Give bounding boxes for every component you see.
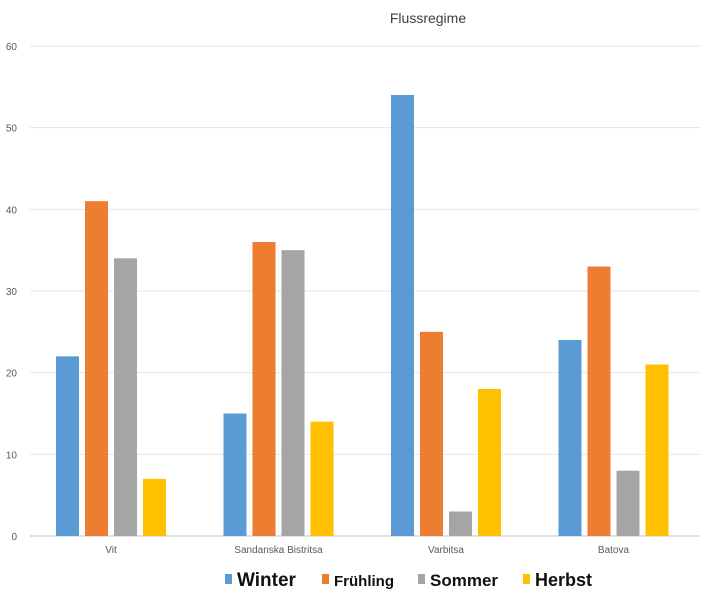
- y-tick-label: 30: [6, 287, 18, 298]
- y-tick-label: 10: [6, 450, 18, 461]
- legend-label: Herbst: [535, 570, 592, 590]
- bars: [56, 95, 669, 536]
- x-category-label: Varbitsa: [428, 545, 464, 556]
- chart-title: Flussregime: [390, 10, 466, 26]
- gridlines: [30, 45, 700, 537]
- x-category-label: Sandanska Bistritsa: [234, 545, 323, 556]
- bar-winter-varbitsa: [391, 95, 414, 536]
- x-category-label: Vit: [105, 545, 117, 556]
- bar-sommer-sandanska-bistritsa: [281, 250, 305, 536]
- y-tick-label: 0: [11, 532, 17, 543]
- legend-label: Frühling: [334, 573, 394, 590]
- x-category-label: Batova: [598, 545, 630, 556]
- bar-sommer-vit: [114, 258, 137, 536]
- bar-sommer-batova: [616, 470, 640, 536]
- legend-label: Winter: [237, 570, 297, 591]
- y-tick-label: 40: [6, 205, 18, 216]
- bar-winter-vit: [56, 356, 79, 536]
- y-tick-label: 60: [6, 42, 18, 53]
- legend-swatch: [225, 574, 232, 584]
- y-tick-label: 50: [6, 124, 18, 135]
- legend-swatch: [418, 574, 425, 584]
- bar-winter-sandanska-bistritsa: [223, 413, 247, 536]
- bar-fr-hling-batova: [587, 266, 611, 536]
- bar-sommer-varbitsa: [449, 511, 472, 536]
- legend-swatch: [523, 574, 530, 584]
- legend-swatch: [322, 574, 329, 584]
- bar-fr-hling-sandanska-bistritsa: [252, 242, 276, 536]
- y-axis-ticks: 0 10 20 30 40 50 60: [6, 42, 18, 543]
- y-tick-label: 20: [6, 369, 18, 380]
- bar-fr-hling-vit: [85, 201, 108, 536]
- legend: Winter Frühling Sommer Herbst: [225, 570, 592, 591]
- bar-winter-batova: [558, 340, 582, 536]
- bar-herbst-varbitsa: [478, 389, 501, 536]
- bar-fr-hling-varbitsa: [420, 331, 443, 536]
- x-axis-categories: Vit Sandanska Bistritsa Varbitsa Batova: [105, 545, 629, 556]
- bar-herbst-sandanska-bistritsa: [310, 421, 334, 536]
- bar-herbst-vit: [143, 478, 166, 536]
- legend-label: Sommer: [430, 571, 498, 590]
- bar-herbst-batova: [645, 364, 669, 536]
